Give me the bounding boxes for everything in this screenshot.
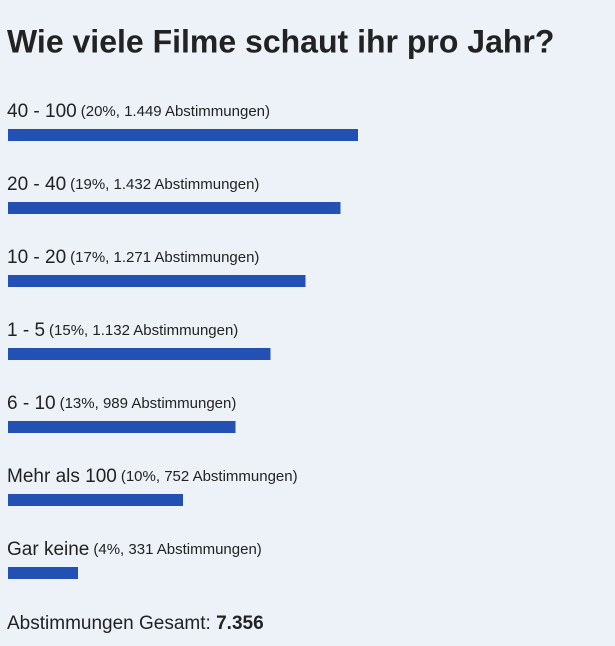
bar bbox=[8, 275, 306, 287]
option-result: (20%, 1.449 Abstimmungen) bbox=[81, 103, 270, 120]
option-name: Gar keine bbox=[7, 539, 89, 560]
option-name: 20 - 40 bbox=[7, 174, 66, 195]
option-result: (4%, 331 Abstimmungen) bbox=[93, 541, 261, 558]
option-name: 1 - 5 bbox=[7, 320, 45, 341]
total: Abstimmungen Gesamt: 7.356 bbox=[7, 613, 264, 634]
total-label: Abstimmungen Gesamt: bbox=[7, 613, 211, 634]
bar bbox=[8, 129, 358, 141]
option-name: 40 - 100 bbox=[7, 101, 77, 122]
option-result: (19%, 1.432 Abstimmungen) bbox=[70, 176, 259, 193]
bar bbox=[8, 202, 341, 214]
option-name: Mehr als 100 bbox=[7, 466, 117, 487]
option-label: 20 - 40 (19%, 1.432 Abstimmungen) bbox=[7, 174, 259, 195]
option-label: 1 - 5 (15%, 1.132 Abstimmungen) bbox=[7, 320, 238, 341]
option-name: 10 - 20 bbox=[7, 247, 66, 268]
option-result: (15%, 1.132 Abstimmungen) bbox=[49, 322, 238, 339]
total-value: 7.356 bbox=[216, 613, 264, 634]
option-label: 6 - 10 (13%, 989 Abstimmungen) bbox=[7, 393, 236, 414]
bar bbox=[8, 421, 236, 433]
option-label: Gar keine (4%, 331 Abstimmungen) bbox=[7, 539, 262, 560]
option-label: 40 - 100 (20%, 1.449 Abstimmungen) bbox=[7, 101, 270, 122]
option-label: 10 - 20 (17%, 1.271 Abstimmungen) bbox=[7, 247, 259, 268]
bar bbox=[8, 494, 183, 506]
option-result: (13%, 989 Abstimmungen) bbox=[60, 395, 237, 412]
option-label: Mehr als 100 (10%, 752 Abstimmungen) bbox=[7, 466, 298, 487]
bar bbox=[8, 348, 271, 360]
option-name: 6 - 10 bbox=[7, 393, 56, 414]
option-result: (17%, 1.271 Abstimmungen) bbox=[70, 249, 259, 266]
bar bbox=[8, 567, 78, 579]
poll-title: Wie viele Filme schaut ihr pro Jahr? bbox=[7, 23, 554, 59]
option-result: (10%, 752 Abstimmungen) bbox=[121, 468, 298, 485]
